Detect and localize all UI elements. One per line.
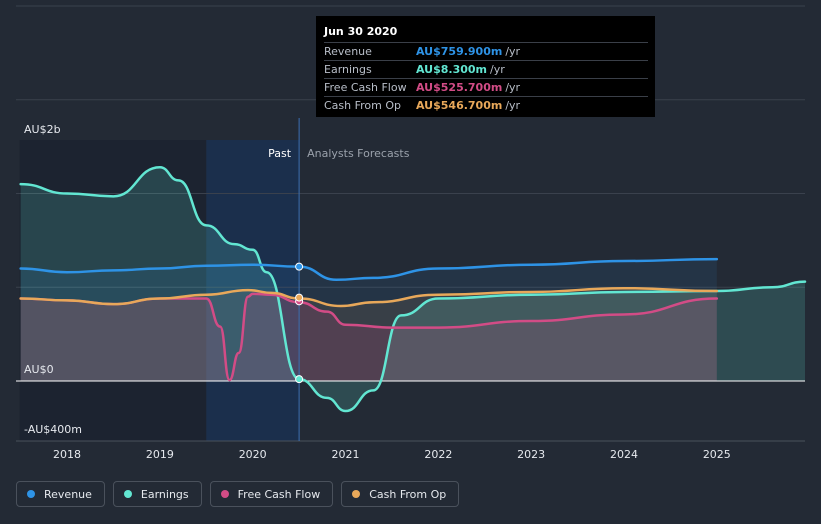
tooltip-value: AU$759.900m [416, 45, 503, 58]
series-line-earnings [19, 165, 807, 413]
tooltip-label: Cash From Op [324, 99, 402, 112]
legend-dot-icon [27, 490, 35, 498]
x-tick-label: 2019 [146, 448, 174, 461]
legend-item-revenue[interactable]: Revenue [16, 481, 105, 507]
tooltip-unit: /yr [505, 81, 521, 94]
legend-dot-icon [352, 490, 361, 498]
legend-dot-icon [220, 490, 229, 498]
tooltip-row-earnings: Earnings AU$8.300m /yr [324, 60, 648, 78]
chart-tooltip: Jun 30 2020 Revenue AU$759.900m /yr Earn… [316, 16, 655, 117]
x-tick-label: 2021 [332, 448, 360, 461]
tooltip-row-free-cash-flow: Free Cash Flow AU$525.700m /yr [324, 78, 648, 96]
x-tick-label: 2022 [424, 448, 452, 461]
legend-label: Free Cash Flow [237, 487, 321, 501]
tooltip-value: AU$546.700m [416, 99, 503, 112]
forecast-label: Analysts Forecasts [307, 147, 410, 160]
legend-label: Cash From Op [369, 487, 447, 501]
legend-item-earnings[interactable]: Earnings [112, 481, 202, 507]
legend-label: Earnings [140, 487, 189, 501]
tooltip-label: Earnings [324, 63, 372, 76]
highlight-marker-earnings [295, 375, 304, 384]
legend-dot-icon [123, 490, 132, 498]
y-tick-label: AU$2b [24, 123, 61, 136]
legend-item-cash-from-op[interactable]: Cash From Op [341, 481, 460, 507]
highlight-marker-cash-from-op [295, 293, 304, 302]
chart-legend: Revenue Earnings Free Cash Flow Cash Fro… [16, 481, 460, 507]
highlight-marker-revenue [295, 262, 304, 271]
area-free-cash-flow [20, 293, 717, 381]
legend-item-free-cash-flow[interactable]: Free Cash Flow [209, 481, 334, 507]
tooltip-unit: /yr [505, 99, 521, 112]
area-revenue [20, 259, 717, 381]
tooltip-value: AU$8.300m [416, 63, 488, 76]
tooltip-label: Revenue [324, 45, 372, 58]
x-tick-label: 2024 [610, 448, 638, 461]
area-earnings [20, 167, 806, 411]
area-cash-from-op [20, 288, 717, 381]
tooltip-unit: /yr [505, 45, 521, 58]
tooltip-row-cash-from-op: Cash From Op AU$546.700m /yr [324, 96, 648, 114]
x-tick-label: 2020 [239, 448, 267, 461]
past-label: Past [268, 147, 292, 160]
tooltip-row-revenue: Revenue AU$759.900m /yr [324, 42, 648, 60]
series-line-revenue [19, 257, 719, 282]
x-tick-label: 2018 [53, 448, 81, 461]
tooltip-label: Free Cash Flow [324, 81, 407, 94]
y-tick-label: -AU$400m [24, 423, 82, 436]
x-tick-label: 2023 [517, 448, 545, 461]
tooltip-unit: /yr [490, 63, 505, 76]
y-tick-label: AU$0 [24, 363, 54, 376]
tooltip-date: Jun 30 2020 [324, 25, 398, 38]
x-tick-label: 2025 [703, 448, 731, 461]
tooltip-value: AU$525.700m [416, 81, 503, 94]
legend-label: Revenue [44, 487, 92, 501]
